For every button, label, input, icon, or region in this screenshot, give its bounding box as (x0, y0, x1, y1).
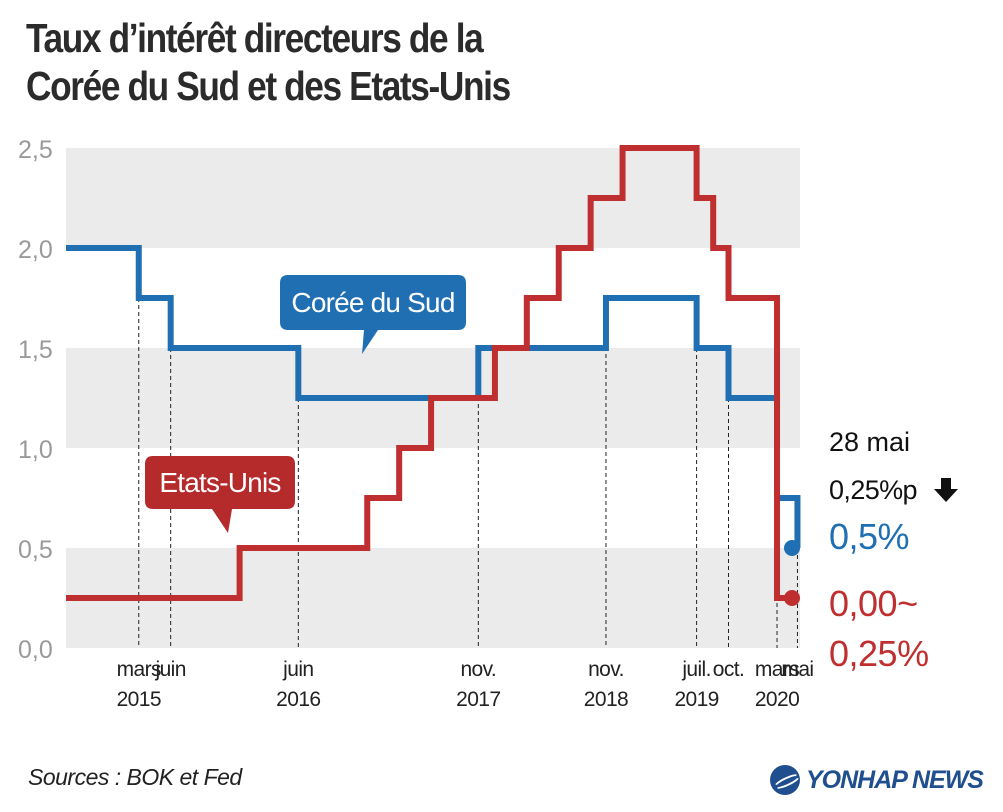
legend-korea: Corée du Sud (280, 275, 466, 354)
x-tick-month: nov. (460, 658, 496, 681)
y-tick-label: 1,5 (18, 336, 53, 364)
series-us-line (66, 145, 798, 601)
x-tick-year: 2019 (674, 688, 718, 711)
x-tick-month: mars (117, 658, 161, 681)
us-end-marker (784, 590, 800, 606)
annotation-us-rate-2: 0,25% (829, 633, 929, 674)
brand-logo: YONHAP NEWS (770, 762, 984, 798)
x-tick-month: juil. (681, 658, 711, 681)
brand-name: YONHAP NEWS (806, 765, 984, 794)
korea-end-marker (784, 540, 800, 556)
x-tick-month: mai (781, 658, 813, 681)
annotation-us-rate-1: 0,00~ (829, 583, 918, 624)
sources-note: Sources : BOK et Fed (28, 764, 242, 790)
x-tick-month: oct. (713, 658, 744, 681)
x-tick-month: mars (755, 658, 799, 681)
title-line-2: Corée du Sud et des Etats-Unis (26, 63, 511, 109)
legend-us: Etats-Unis (145, 456, 295, 533)
x-axis: mars 2015 juin juin 2016 nov. 2017 nov. 2018 juil… (117, 658, 814, 711)
legend-us-label: Etats-Unis (159, 467, 280, 498)
title-line-1: Taux d’intérêt directeurs de la (26, 15, 484, 61)
x-tick-year: 2017 (456, 688, 500, 711)
annotation-korea-rate: 0,5% (829, 516, 909, 557)
y-tick-label: 2,0 (18, 236, 53, 264)
x-tick-month: juin (282, 658, 313, 681)
x-tick-year: 2015 (117, 688, 161, 711)
x-tick-year: 2020 (755, 688, 799, 711)
annotation-date: 28 mai (829, 427, 910, 457)
grid-band (66, 148, 800, 248)
y-tick-label: 1,0 (18, 436, 53, 464)
legend-korea-bubble (280, 275, 466, 354)
yonhap-logo-icon (770, 765, 800, 795)
x-tick-year: 2016 (276, 688, 320, 711)
x-tick-month: nov. (588, 658, 624, 681)
y-axis: 0,0 0,5 1,0 1,5 2,0 2,5 (18, 136, 53, 664)
grid-bands (66, 148, 800, 648)
page-title: Taux d’intérêt directeurs de la Corée du… (26, 14, 511, 110)
series-lines (66, 145, 801, 601)
legend-us-bubble (145, 456, 295, 533)
arrow-down-icon (934, 478, 958, 502)
x-tick-year: 2018 (584, 688, 628, 711)
legend-korea-label: Corée du Sud (291, 287, 454, 318)
annotation-change: 0,25%p (829, 475, 917, 505)
y-tick-label: 0,5 (18, 536, 53, 564)
y-tick-label: 2,5 (18, 136, 53, 164)
y-tick-label: 0,0 (18, 636, 53, 664)
x-tick-month: juin (155, 658, 186, 681)
